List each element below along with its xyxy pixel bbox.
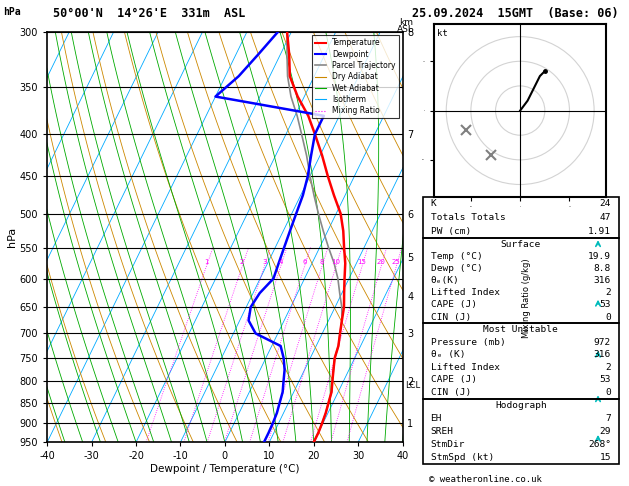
Text: 8: 8 [320,259,324,265]
Text: Temp (°C): Temp (°C) [430,252,482,261]
Text: 316: 316 [594,276,611,285]
Text: 24: 24 [599,199,611,208]
Text: 8.8: 8.8 [594,264,611,273]
Text: θₑ(K): θₑ(K) [430,276,459,285]
Text: 6: 6 [302,259,307,265]
Text: 53: 53 [599,375,611,384]
Text: Lifted Index: Lifted Index [430,363,499,372]
Text: StmDir: StmDir [430,440,465,449]
Text: 972: 972 [594,337,611,347]
Text: Pressure (mb): Pressure (mb) [430,337,505,347]
Text: 1: 1 [204,259,209,265]
Text: 10: 10 [331,259,340,265]
Legend: Temperature, Dewpoint, Parcel Trajectory, Dry Adiabat, Wet Adiabat, Isotherm, Mi: Temperature, Dewpoint, Parcel Trajectory… [311,35,399,118]
Text: SREH: SREH [430,427,454,436]
Text: 20: 20 [377,259,386,265]
Text: θₑ (K): θₑ (K) [430,350,465,359]
Text: PW (cm): PW (cm) [430,227,470,236]
Text: Most Unstable: Most Unstable [484,325,558,334]
Text: Dewp (°C): Dewp (°C) [430,264,482,273]
Text: EH: EH [430,414,442,423]
Text: km: km [399,17,413,27]
Text: 3: 3 [262,259,267,265]
Text: 29: 29 [599,427,611,436]
Text: K: K [430,199,437,208]
Text: Totals Totals: Totals Totals [430,213,505,222]
Text: 2: 2 [605,363,611,372]
Text: 7: 7 [605,414,611,423]
Text: 2: 2 [605,288,611,297]
Text: kt: kt [437,30,448,38]
X-axis label: Dewpoint / Temperature (°C): Dewpoint / Temperature (°C) [150,464,299,474]
Text: 2: 2 [240,259,244,265]
Text: 268°: 268° [588,440,611,449]
Text: 53: 53 [599,300,611,310]
Text: LCL: LCL [405,381,420,390]
Text: CIN (J): CIN (J) [430,388,470,397]
Text: © weatheronline.co.uk: © weatheronline.co.uk [429,474,542,484]
Text: Hodograph: Hodograph [495,400,547,410]
Text: CAPE (J): CAPE (J) [430,375,477,384]
Text: 25.09.2024  15GMT  (Base: 06): 25.09.2024 15GMT (Base: 06) [412,7,618,20]
Text: 4: 4 [279,259,283,265]
Text: 15: 15 [357,259,367,265]
Text: Mixing Ratio (g/kg): Mixing Ratio (g/kg) [523,259,532,338]
Text: CIN (J): CIN (J) [430,312,470,322]
Text: ASL: ASL [398,25,414,34]
Text: 0: 0 [605,388,611,397]
Text: 50°00'N  14°26'E  331m  ASL: 50°00'N 14°26'E 331m ASL [53,7,246,20]
Text: Surface: Surface [501,240,541,249]
Text: 47: 47 [599,213,611,222]
Text: 1.91: 1.91 [588,227,611,236]
Text: 0: 0 [605,312,611,322]
Text: StmSpd (kt): StmSpd (kt) [430,453,494,462]
Text: 316: 316 [594,350,611,359]
Y-axis label: hPa: hPa [7,227,17,247]
Text: hPa: hPa [3,7,21,17]
Text: CAPE (J): CAPE (J) [430,300,477,310]
Text: 15: 15 [599,453,611,462]
Text: 25: 25 [392,259,401,265]
Text: Lifted Index: Lifted Index [430,288,499,297]
Text: 19.9: 19.9 [588,252,611,261]
